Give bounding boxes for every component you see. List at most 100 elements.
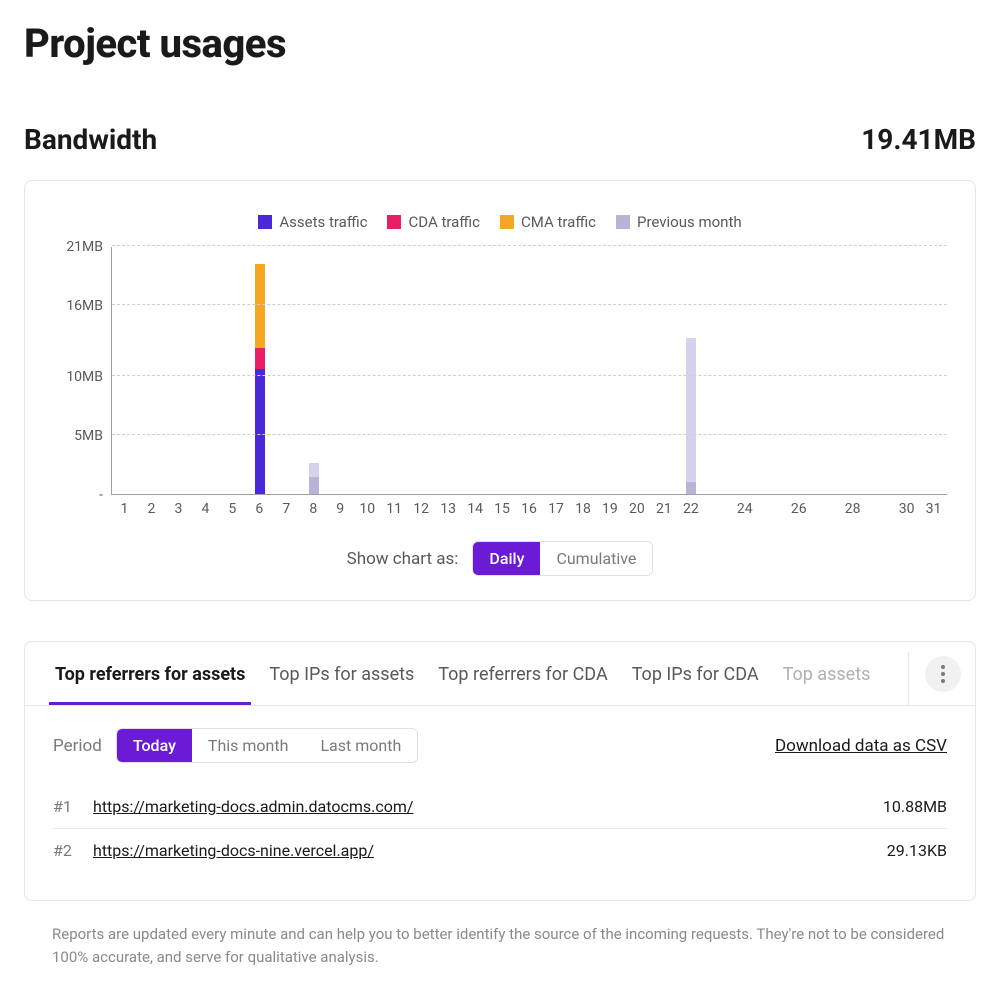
x-tick: 24 bbox=[731, 501, 758, 521]
tab-top-ips-for-assets[interactable]: Top IPs for assets bbox=[257, 642, 426, 705]
day-col bbox=[920, 247, 947, 494]
tab-body: Period TodayThis monthLast month Downloa… bbox=[25, 706, 975, 900]
download-csv-link[interactable]: Download data as CSV bbox=[775, 736, 947, 756]
y-tick: 16MB bbox=[66, 298, 103, 314]
day-col bbox=[408, 247, 435, 494]
table-row: #1https://marketing-docs.admin.datocms.c… bbox=[53, 785, 947, 829]
current-bar bbox=[255, 264, 265, 494]
prev-month-bar bbox=[309, 463, 319, 494]
x-tick: 20 bbox=[623, 501, 650, 521]
period-label: Period bbox=[53, 736, 102, 756]
day-col bbox=[166, 247, 193, 494]
referrer-url[interactable]: https://marketing-docs-nine.vercel.app/ bbox=[93, 841, 374, 860]
period-today[interactable]: Today bbox=[117, 729, 192, 762]
x-tick: 7 bbox=[273, 501, 300, 521]
x-tick bbox=[758, 501, 785, 521]
tab-top-ips-for-cda[interactable]: Top IPs for CDA bbox=[620, 642, 771, 705]
legend-swatch bbox=[258, 215, 272, 229]
y-axis: 21MB16MB10MB5MB- bbox=[53, 247, 111, 495]
period-toggle: TodayThis monthLast month bbox=[116, 728, 418, 763]
x-tick: 5 bbox=[219, 501, 246, 521]
x-tick: 9 bbox=[327, 501, 354, 521]
day-col bbox=[866, 247, 893, 494]
period-last-month[interactable]: Last month bbox=[304, 729, 417, 762]
referrer-size: 29.13KB bbox=[805, 829, 947, 873]
x-tick: 2 bbox=[138, 501, 165, 521]
prev-month-bar bbox=[686, 338, 696, 494]
day-col bbox=[893, 247, 920, 494]
dots-vertical-icon bbox=[941, 665, 945, 683]
x-tick: 6 bbox=[246, 501, 273, 521]
day-col bbox=[678, 247, 705, 494]
y-tick: 5MB bbox=[74, 428, 103, 444]
legend-item-cda: CDA traffic bbox=[387, 213, 479, 231]
day-col bbox=[274, 247, 301, 494]
gridline bbox=[112, 375, 947, 376]
day-col bbox=[516, 247, 543, 494]
x-tick: 28 bbox=[839, 501, 866, 521]
chart-area: 21MB16MB10MB5MB- bbox=[53, 247, 947, 495]
tab-top-referrers-for-cda[interactable]: Top referrers for CDA bbox=[426, 642, 619, 705]
x-tick: 12 bbox=[408, 501, 435, 521]
x-tick: 22 bbox=[677, 501, 704, 521]
gridline bbox=[112, 245, 947, 246]
x-tick: 19 bbox=[596, 501, 623, 521]
day-col bbox=[193, 247, 220, 494]
day-col bbox=[624, 247, 651, 494]
y-tick: - bbox=[99, 487, 103, 503]
legend-label: Previous month bbox=[637, 213, 742, 231]
gridline bbox=[112, 434, 947, 435]
tab-row: Top referrers for assetsTop IPs for asse… bbox=[25, 642, 975, 706]
day-col bbox=[220, 247, 247, 494]
y-tick: 10MB bbox=[66, 369, 103, 385]
x-tick: 3 bbox=[165, 501, 192, 521]
legend-label: CMA traffic bbox=[521, 213, 596, 231]
legend-swatch bbox=[500, 215, 514, 229]
x-tick: 14 bbox=[462, 501, 489, 521]
x-tick: 11 bbox=[381, 501, 408, 521]
day-col bbox=[732, 247, 759, 494]
rank: #1 bbox=[53, 785, 93, 829]
legend-item-cma: CMA traffic bbox=[500, 213, 596, 231]
chart-mode-daily[interactable]: Daily bbox=[473, 542, 540, 575]
report-footnote: Reports are updated every minute and can… bbox=[24, 923, 976, 968]
tab-overflow-menu[interactable] bbox=[925, 656, 961, 692]
day-col bbox=[354, 247, 381, 494]
referrers-card: Top referrers for assetsTop IPs for asse… bbox=[24, 641, 976, 901]
day-col bbox=[759, 247, 786, 494]
chart-toggle-row: Show chart as: DailyCumulative bbox=[53, 541, 947, 576]
day-col bbox=[112, 247, 139, 494]
tabs-divider bbox=[908, 652, 909, 705]
referrers-table: #1https://marketing-docs.admin.datocms.c… bbox=[53, 785, 947, 872]
tab-top-referrers-for-assets[interactable]: Top referrers for assets bbox=[43, 642, 257, 705]
x-tick bbox=[704, 501, 731, 521]
x-tick bbox=[812, 501, 839, 521]
x-tick: 31 bbox=[920, 501, 947, 521]
rank: #2 bbox=[53, 829, 93, 873]
day-col bbox=[301, 247, 328, 494]
chart-legend: Assets trafficCDA trafficCMA trafficPrev… bbox=[53, 213, 947, 231]
x-tick bbox=[866, 501, 893, 521]
x-tick: 13 bbox=[435, 501, 462, 521]
referrer-url[interactable]: https://marketing-docs.admin.datocms.com… bbox=[93, 797, 413, 816]
x-tick: 30 bbox=[893, 501, 920, 521]
referrer-size: 10.88MB bbox=[805, 785, 947, 829]
day-col bbox=[139, 247, 166, 494]
period-this-month[interactable]: This month bbox=[192, 729, 305, 762]
day-col bbox=[489, 247, 516, 494]
day-col bbox=[435, 247, 462, 494]
legend-swatch bbox=[387, 215, 401, 229]
x-tick: 10 bbox=[354, 501, 381, 521]
day-col bbox=[839, 247, 866, 494]
tab-top-assets[interactable]: Top assets bbox=[771, 642, 883, 705]
x-axis: 1234567891011121314151617181920212224262… bbox=[111, 495, 947, 521]
x-tick: 4 bbox=[192, 501, 219, 521]
x-tick: 18 bbox=[569, 501, 596, 521]
bandwidth-chart-card: Assets trafficCDA trafficCMA trafficPrev… bbox=[24, 180, 976, 601]
chart-mode-cumulative[interactable]: Cumulative bbox=[540, 542, 652, 575]
x-tick: 21 bbox=[650, 501, 677, 521]
day-col bbox=[785, 247, 812, 494]
day-col bbox=[812, 247, 839, 494]
day-col bbox=[570, 247, 597, 494]
day-col bbox=[462, 247, 489, 494]
